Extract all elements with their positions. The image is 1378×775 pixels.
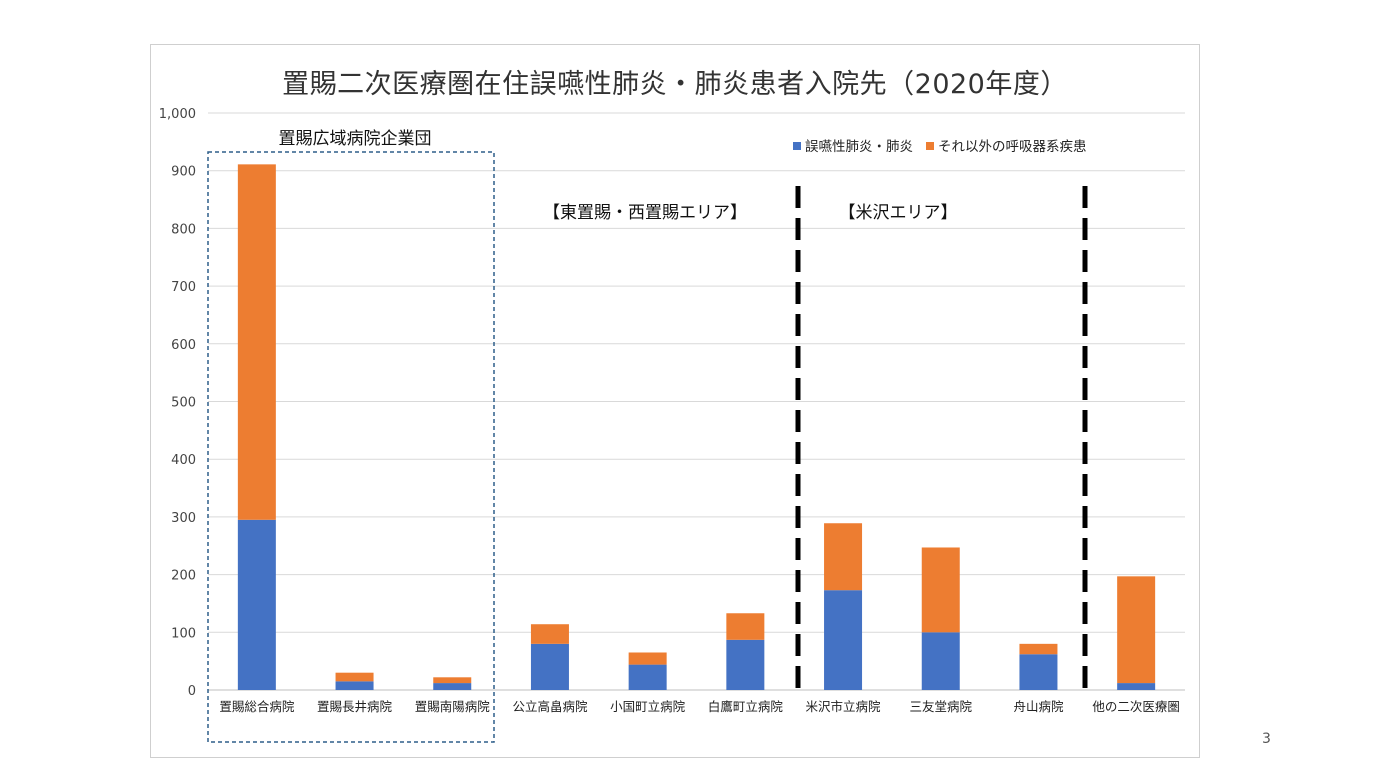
bar-segment-pneumonia xyxy=(921,632,960,690)
y-tick-label: 400 xyxy=(171,453,196,468)
x-category-label: 他の二次医療圏 xyxy=(1092,699,1180,714)
x-category-label: 公立高畠病院 xyxy=(512,699,588,714)
bar-segment-other xyxy=(824,523,863,591)
region-label-east-west: 【東置賜・西置賜エリア】 xyxy=(543,203,747,223)
bar-segment-other xyxy=(628,652,667,665)
bar-segment-other xyxy=(921,547,960,633)
y-tick-label: 200 xyxy=(171,569,196,584)
legend-swatch-other xyxy=(926,142,934,150)
group-box xyxy=(207,151,495,743)
legend-swatch-pneumonia xyxy=(793,142,801,150)
bar-segment-other xyxy=(433,677,472,684)
bar-segment-other xyxy=(1019,643,1058,655)
x-category-label: 三友堂病院 xyxy=(909,699,972,714)
y-tick-label: 1,000 xyxy=(159,107,196,122)
bar-segment-pneumonia xyxy=(237,519,276,690)
bar-segment-pneumonia xyxy=(824,590,863,690)
x-category-label: 白鷹町立病院 xyxy=(708,699,784,714)
bar-segment-pneumonia xyxy=(335,681,374,690)
bar-segment-pneumonia xyxy=(1019,654,1058,690)
page-number: 3 xyxy=(1262,731,1271,747)
region-label-yonezawa: 【米沢エリア】 xyxy=(839,203,958,223)
y-tick-label: 100 xyxy=(171,626,196,641)
y-tick-label: 700 xyxy=(171,280,196,295)
group-box-label: 置賜広域病院企業団 xyxy=(279,129,432,149)
bar-segment-other xyxy=(335,672,374,682)
x-category-label: 置賜南陽病院 xyxy=(415,699,491,714)
bars xyxy=(237,164,1156,690)
bar-segment-pneumonia xyxy=(433,683,472,690)
y-tick-label: 300 xyxy=(171,511,196,526)
bar-segment-pneumonia xyxy=(530,643,569,690)
x-category-label: 置賜長井病院 xyxy=(317,699,393,714)
x-category-label: 米沢市立病院 xyxy=(806,699,882,714)
x-category-label: 舟山病院 xyxy=(1013,699,1064,714)
x-category-label: 置賜総合病院 xyxy=(219,699,295,714)
chart-title: 置賜二次医療圏在住誤嚥性肺炎・肺炎患者入院先（2020年度） xyxy=(282,69,1068,100)
legend-label-pneumonia: 誤嚥性肺炎・肺炎 xyxy=(805,139,913,155)
x-category-label: 小国町立病院 xyxy=(610,699,686,714)
bar-segment-pneumonia xyxy=(628,664,667,690)
gridlines xyxy=(208,112,1185,691)
bar-segment-other xyxy=(237,164,276,520)
x-axis-labels: 置賜総合病院 置賜長井病院 置賜南陽病院 公立高畠病院 小国町立病院 白鷹町立病院 米沢市立… xyxy=(219,699,1180,714)
y-axis-ticks: 0 100 200 300 400 500 600 700 800 900 1,000 xyxy=(159,107,196,699)
legend: 誤嚥性肺炎・肺炎 それ以外の呼吸器系疾患 xyxy=(793,139,1087,155)
legend-label-other: それ以外の呼吸器系疾患 xyxy=(938,139,1087,155)
bar-segment-other xyxy=(1117,576,1156,684)
bar-segment-pneumonia xyxy=(726,639,765,690)
y-tick-label: 800 xyxy=(171,222,196,237)
y-tick-label: 0 xyxy=(188,684,196,699)
bar-segment-other xyxy=(726,613,765,640)
bar-segment-pneumonia xyxy=(1117,683,1156,690)
y-tick-label: 900 xyxy=(171,165,196,180)
y-tick-label: 500 xyxy=(171,396,196,411)
bar-segment-other xyxy=(530,624,569,644)
y-tick-label: 600 xyxy=(171,338,196,353)
